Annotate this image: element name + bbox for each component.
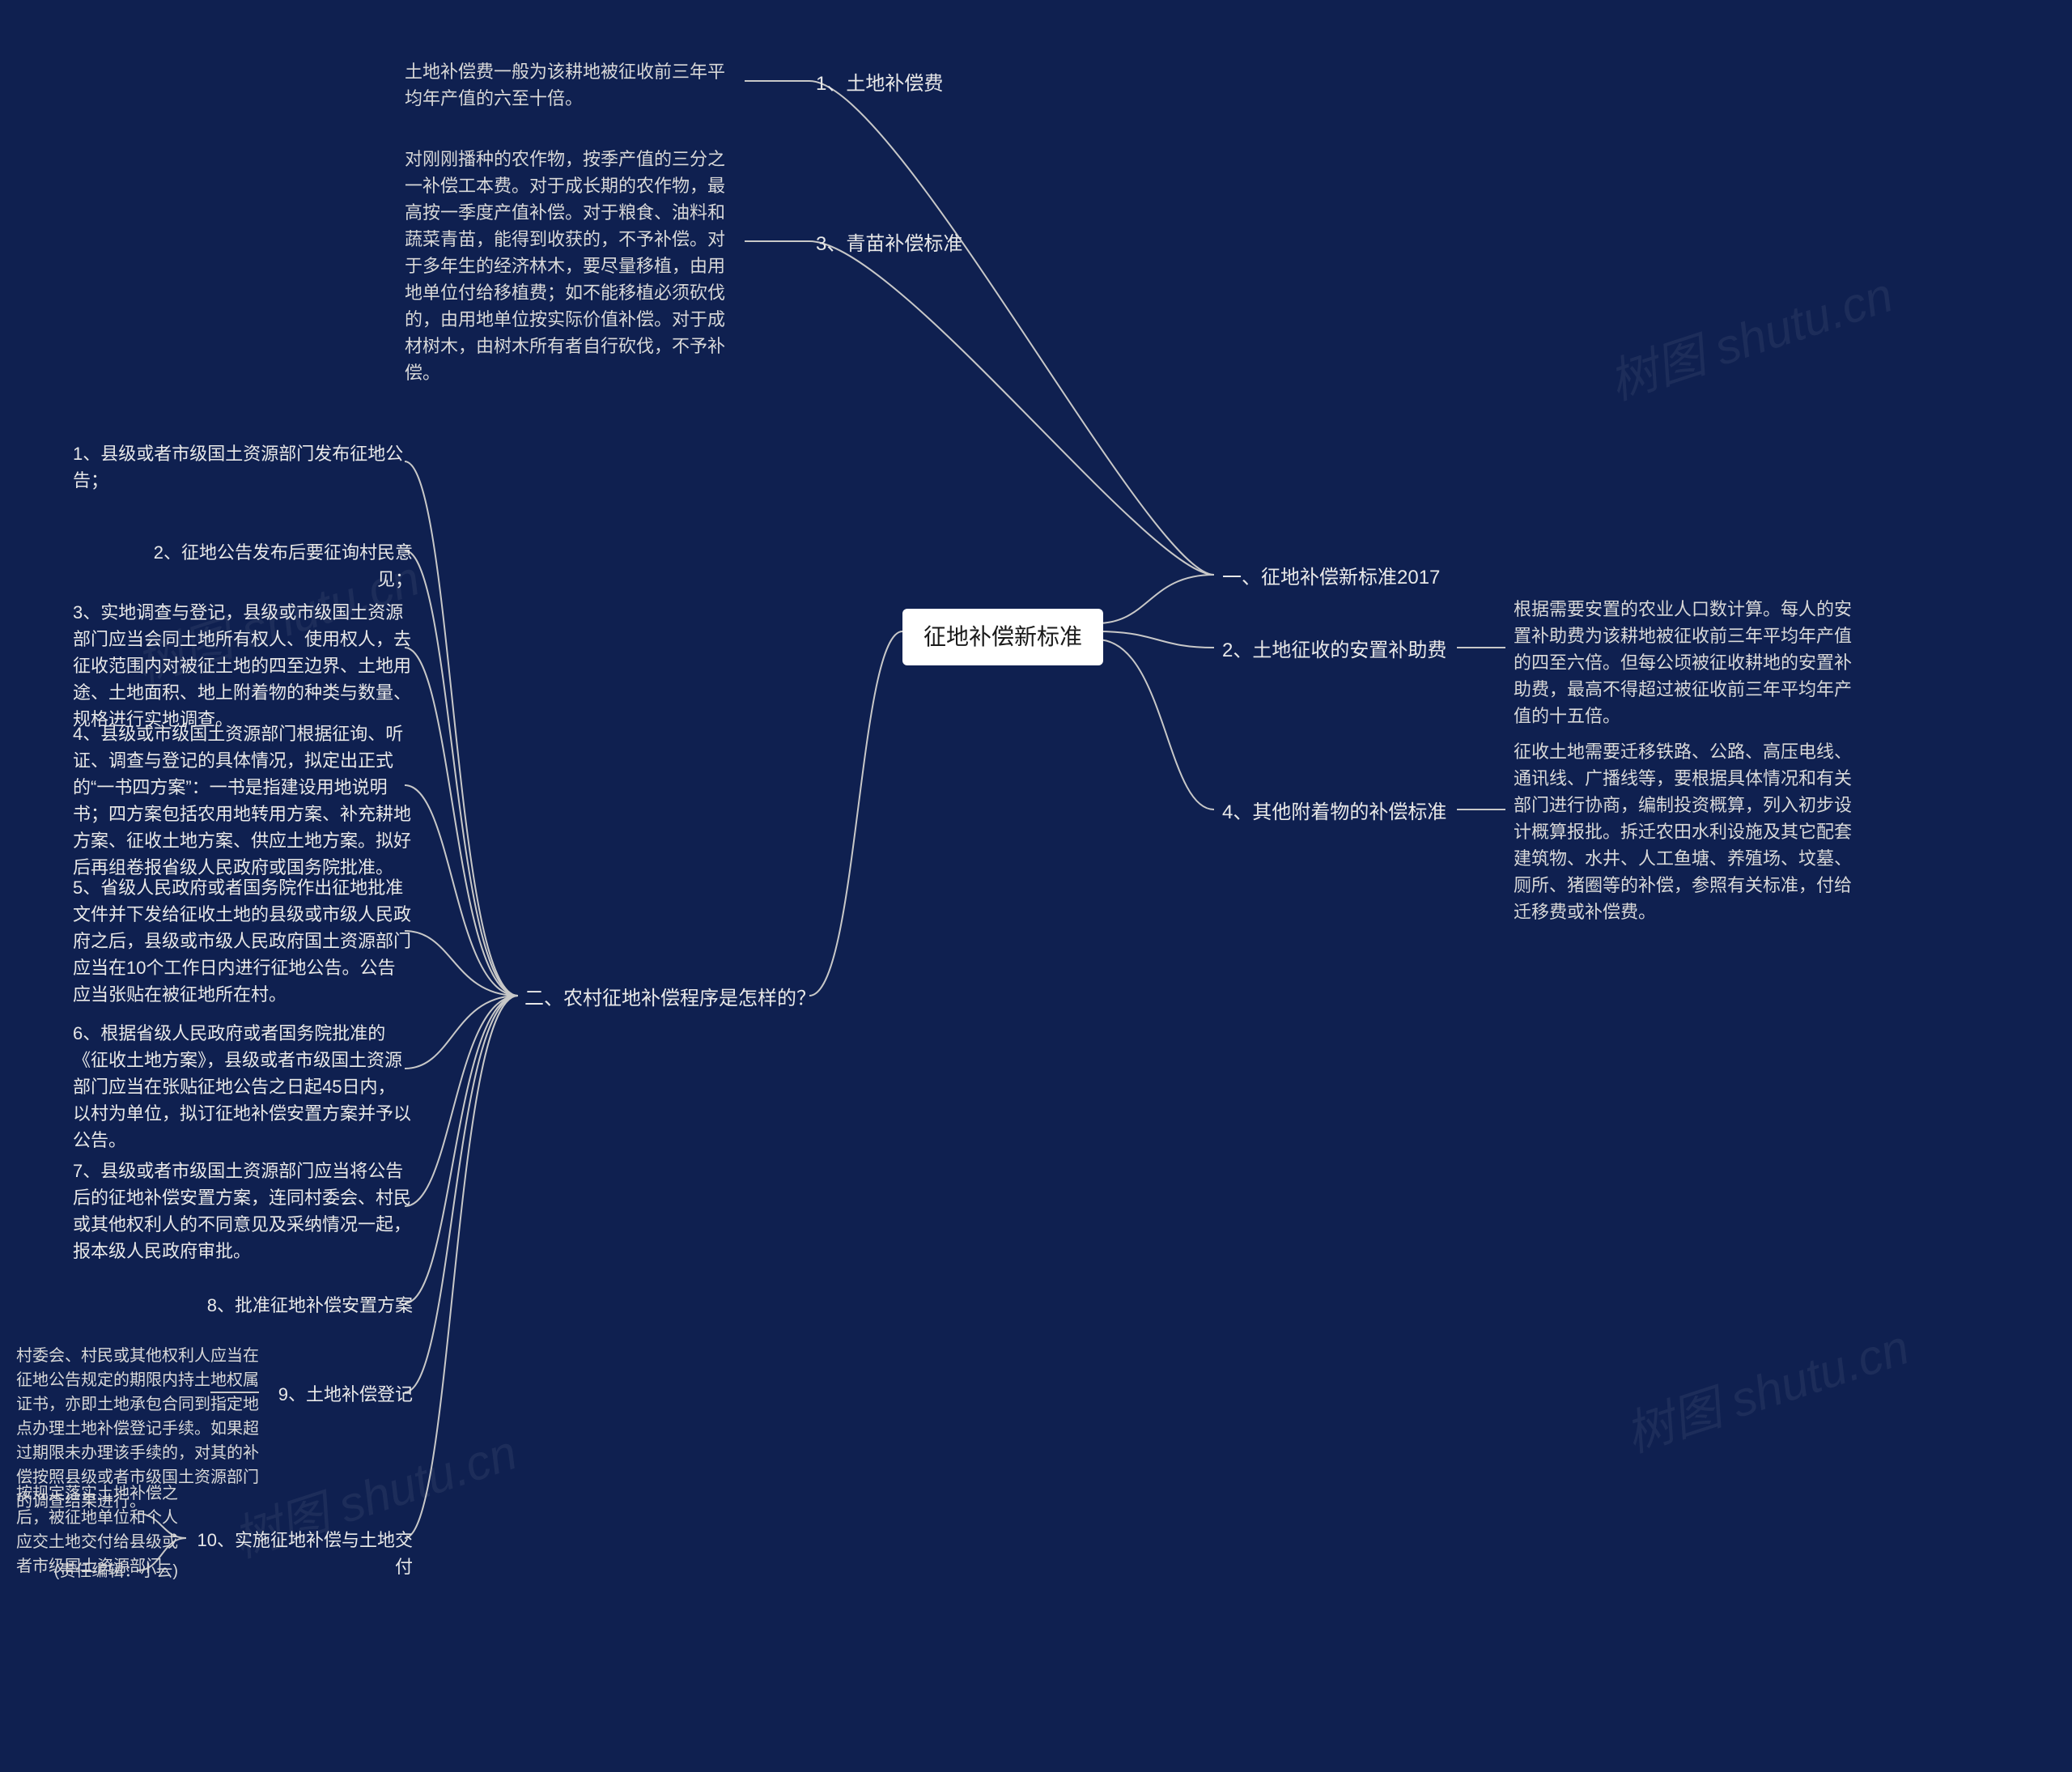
branch-2: 2、土地征收的安置补助费: [1222, 636, 1446, 665]
left-child-5: 5、省级人民政府或者国务院作出征地批准文件并下发给征收土地的县级或市级人民政府之…: [73, 874, 413, 1008]
branch-left: 二、农村征地补偿程序是怎样的？: [524, 984, 816, 1013]
branch-4-desc: 征收土地需要迁移铁路、公路、高压电线、通讯线、广播线等，要根据具体情况和有关部门…: [1514, 738, 1853, 925]
left-child-6: 6、根据省级人民政府或者国务院批准的《征收土地方案》，县级或者市级国土资源部门应…: [73, 1020, 413, 1154]
branch-1: 一、征地补偿新标准2017: [1222, 563, 1440, 593]
left-child-10: 10、实施征地补偿与土地交付: [194, 1527, 413, 1580]
left-child-2: 2、征地公告发布后要征询村民意见；: [138, 539, 413, 593]
left-child-8: 8、批准征地补偿安置方案: [202, 1292, 413, 1319]
branch-4: 4、其他附着物的补偿标准: [1222, 798, 1446, 827]
left-child-4: 4、县级或市级国土资源部门根据征询、听证、调查与登记的具体情况，拟定出正式的“一…: [73, 720, 413, 881]
branch-1-child-1: 1、土地补偿费: [816, 70, 943, 99]
watermark: 树图 shutu.cn: [1599, 256, 1900, 414]
branch-2-desc: 根据需要安置的农业人口数计算。每人的安置补助费为该耕地被征收前三年平均年产值的四…: [1514, 596, 1853, 729]
watermark: 树图 shutu.cn: [1615, 1308, 1917, 1466]
left-child-7: 7、县级或者市级国土资源部门应当将公告后的征地补偿安置方案，连同村委会、村民或其…: [73, 1158, 413, 1264]
branch-1-child-1-desc: 土地补偿费一般为该耕地被征收前三年平均年产值的六至十倍。: [405, 58, 737, 112]
root-node: 征地补偿新标准: [902, 609, 1103, 665]
left-child-1: 1、县级或者市级国土资源部门发布征地公告；: [73, 440, 413, 494]
left-child-3: 3、实地调查与登记，县级或市级国土资源部门应当会同土地所有权人、使用权人，去征收…: [73, 599, 413, 733]
branch-1-child-3: 3、青苗补偿标准: [816, 230, 962, 259]
branch-1-child-3-desc: 对刚刚播种的农作物，按季产值的三分之一补偿工本费。对于成长期的农作物，最高按一季…: [405, 146, 737, 386]
left-child-9: 9、土地补偿登记: [267, 1381, 413, 1408]
left-child-10-desc-b: (责任编辑：小云): [16, 1559, 178, 1583]
